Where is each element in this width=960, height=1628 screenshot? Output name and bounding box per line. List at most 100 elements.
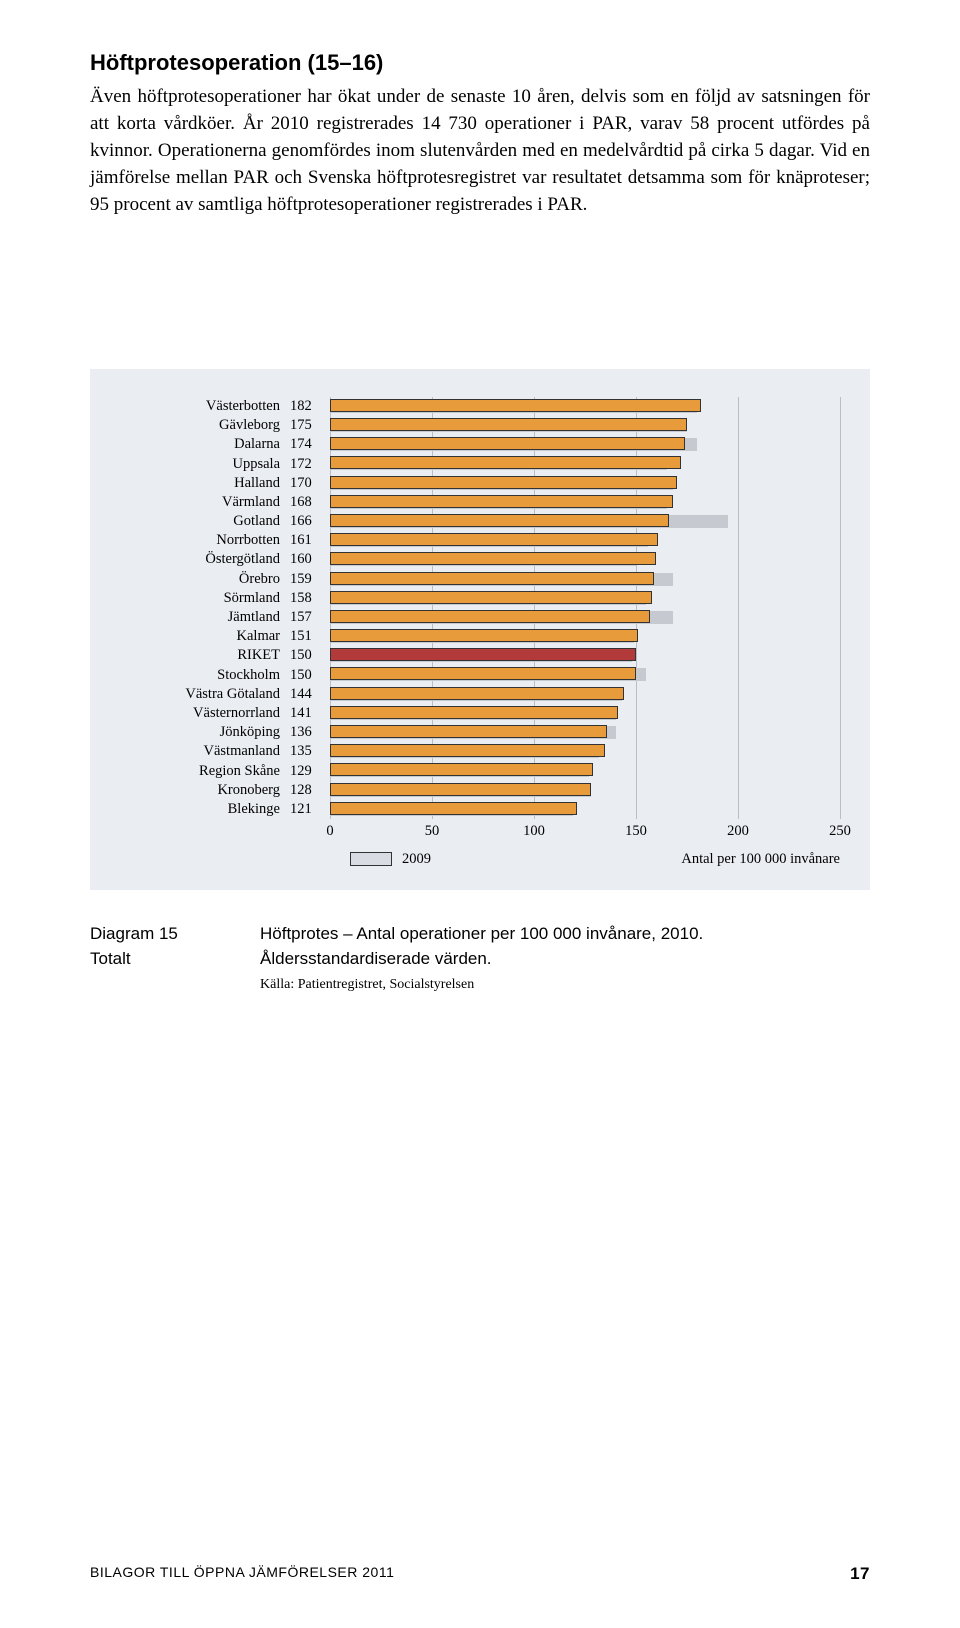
- chart-row: Sörmland158: [120, 589, 840, 608]
- chart-row: Västmanland135: [120, 742, 840, 761]
- bar: [330, 476, 677, 489]
- bar: [330, 418, 687, 431]
- bar: [330, 802, 577, 815]
- row-label: Norrbotten: [120, 532, 290, 549]
- bar: [330, 725, 607, 738]
- chart-row: Gävleborg175: [120, 416, 840, 435]
- axis-tick-label: 0: [326, 823, 333, 840]
- legend-swatch: [350, 852, 392, 866]
- chart-row: Stockholm150: [120, 665, 840, 684]
- row-label: Västra Götaland: [120, 686, 290, 703]
- bar: [330, 706, 618, 719]
- bar: [330, 629, 638, 642]
- caption-source: Källa: Patientregistret, Socialstyrelsen: [260, 975, 870, 995]
- row-label: Kalmar: [120, 628, 290, 645]
- chart-row: Blekinge121: [120, 800, 840, 819]
- row-value: 128: [290, 782, 330, 799]
- row-value: 161: [290, 532, 330, 549]
- chart-row: Kalmar151: [120, 627, 840, 646]
- axis-tick-label: 250: [829, 823, 851, 840]
- bar: [330, 591, 652, 604]
- legend-year: 2009: [402, 851, 431, 868]
- row-value: 174: [290, 436, 330, 453]
- axis-tick-label: 100: [523, 823, 545, 840]
- row-label: Jämtland: [120, 609, 290, 626]
- bar: [330, 744, 605, 757]
- row-value: 129: [290, 763, 330, 780]
- row-label: Gävleborg: [120, 417, 290, 434]
- bar: [330, 610, 650, 623]
- chart-row: Västerbotten182: [120, 397, 840, 416]
- caption-diagram-number: Diagram 15: [90, 922, 260, 947]
- bar: [330, 552, 656, 565]
- bar: [330, 495, 673, 508]
- row-label: RIKET: [120, 647, 290, 664]
- row-value: 144: [290, 686, 330, 703]
- row-value: 136: [290, 724, 330, 741]
- row-value: 168: [290, 494, 330, 511]
- caption-title-line2: Åldersstandardiserade värden.: [260, 947, 870, 972]
- row-label: Dalarna: [120, 436, 290, 453]
- bar: [330, 687, 624, 700]
- chart-row: Halland170: [120, 474, 840, 493]
- chart-row: RIKET150: [120, 646, 840, 665]
- row-value: 159: [290, 571, 330, 588]
- axis-tick-label: 200: [727, 823, 749, 840]
- row-label: Uppsala: [120, 456, 290, 473]
- row-value: 150: [290, 667, 330, 684]
- chart-row: Gotland166: [120, 512, 840, 531]
- row-label: Jönköping: [120, 724, 290, 741]
- row-label: Gotland: [120, 513, 290, 530]
- chart-row: Jämtland157: [120, 608, 840, 627]
- legend-unit: Antal per 100 000 invånare: [681, 851, 840, 868]
- row-label: Östergötland: [120, 551, 290, 568]
- row-label: Sörmland: [120, 590, 290, 607]
- bar: [330, 648, 636, 661]
- bar: [330, 763, 593, 776]
- row-value: 166: [290, 513, 330, 530]
- row-label: Västerbotten: [120, 398, 290, 415]
- chart-row: Region Skåne129: [120, 761, 840, 780]
- row-label: Värmland: [120, 494, 290, 511]
- page-number: 17: [850, 1564, 870, 1584]
- row-value: 150: [290, 647, 330, 664]
- bar: [330, 399, 701, 412]
- x-axis: 050100150200250: [120, 823, 840, 845]
- row-value: 158: [290, 590, 330, 607]
- chart-row: Östergötland160: [120, 550, 840, 569]
- chart-row: Jönköping136: [120, 723, 840, 742]
- axis-tick-label: 50: [425, 823, 440, 840]
- row-label: Örebro: [120, 571, 290, 588]
- row-value: 135: [290, 743, 330, 760]
- row-value: 170: [290, 475, 330, 492]
- chart-legend: 2009 Antal per 100 000 invånare: [120, 851, 840, 868]
- bar: [330, 456, 681, 469]
- row-value: 175: [290, 417, 330, 434]
- row-label: Kronoberg: [120, 782, 290, 799]
- row-label: Västmanland: [120, 743, 290, 760]
- bar: [330, 572, 654, 585]
- chart-row: Västra Götaland144: [120, 685, 840, 704]
- row-label: Västernorrland: [120, 705, 290, 722]
- caption-total-label: Totalt: [90, 947, 260, 972]
- row-value: 121: [290, 801, 330, 818]
- row-label: Region Skåne: [120, 763, 290, 780]
- row-value: 157: [290, 609, 330, 626]
- axis-tick-label: 150: [625, 823, 647, 840]
- row-value: 141: [290, 705, 330, 722]
- footer-text: BILAGOR TILL ÖPPNA JÄMFÖRELSER 2011: [90, 1564, 394, 1584]
- bar: [330, 437, 685, 450]
- chart-panel: Västerbotten182Gävleborg175Dalarna174Upp…: [90, 369, 870, 890]
- chart-row: Örebro159: [120, 570, 840, 589]
- row-value: 160: [290, 551, 330, 568]
- bar: [330, 783, 591, 796]
- row-value: 172: [290, 456, 330, 473]
- caption-title-line1: Höftprotes – Antal operationer per 100 0…: [260, 922, 870, 947]
- row-value: 182: [290, 398, 330, 415]
- chart-row: Västernorrland141: [120, 704, 840, 723]
- page-footer: BILAGOR TILL ÖPPNA JÄMFÖRELSER 2011 17: [90, 1564, 870, 1584]
- row-label: Stockholm: [120, 667, 290, 684]
- row-value: 151: [290, 628, 330, 645]
- section-heading: Höftprotesoperation (15–16): [90, 50, 870, 76]
- bar: [330, 533, 658, 546]
